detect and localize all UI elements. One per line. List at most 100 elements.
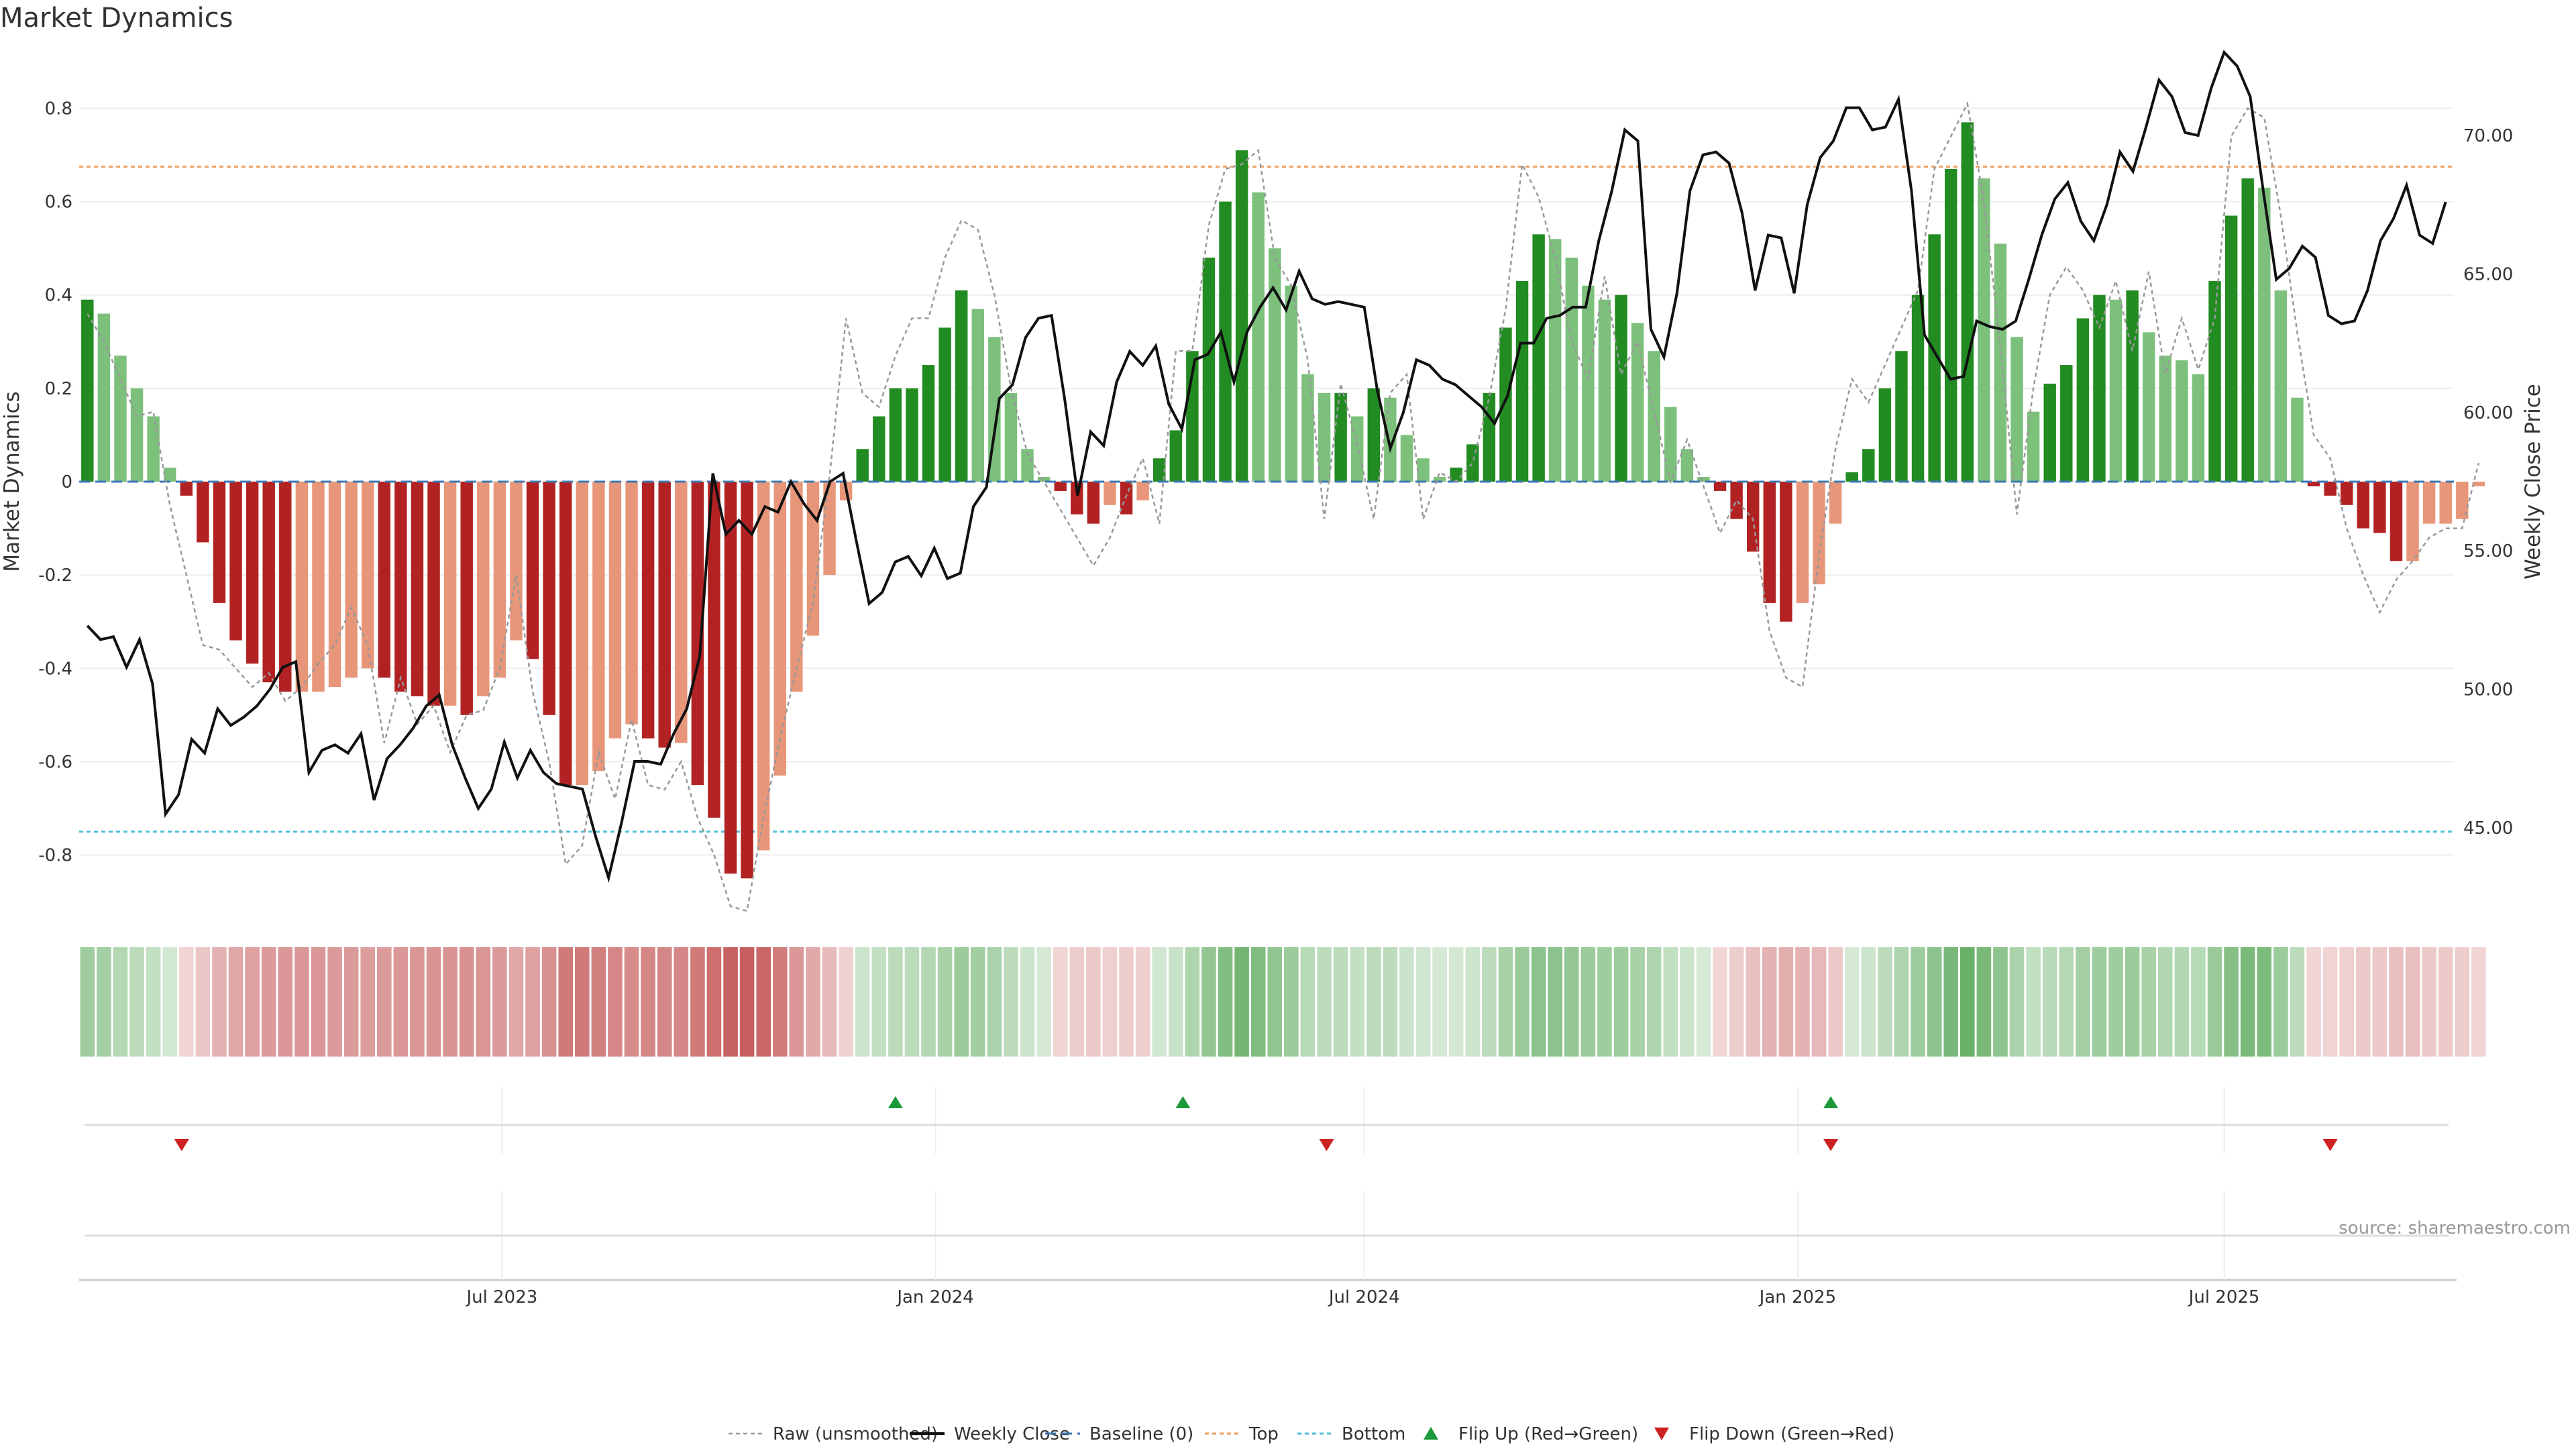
heat-cell [690, 947, 705, 1057]
momentum-bar [1515, 280, 1529, 482]
momentum-bar [741, 482, 753, 879]
momentum-bar [1169, 430, 1183, 482]
heat-cell [1597, 947, 1612, 1057]
heat-cell [2471, 947, 2486, 1057]
raw-line [87, 101, 2480, 912]
momentum-bar [1813, 482, 1825, 585]
heat-cell [1646, 947, 1662, 1057]
momentum-bar [345, 482, 358, 678]
heat-cell [1680, 947, 1695, 1057]
heat-cell [2356, 947, 2371, 1057]
y-tick-left: -0.2 [38, 566, 72, 586]
heat-cell [1580, 947, 1596, 1057]
momentum-bar [163, 468, 176, 482]
momentum-bar [328, 482, 341, 688]
heat-cell [1630, 947, 1645, 1057]
heat-cell [1878, 947, 1892, 1057]
momentum-bar [2060, 365, 2073, 482]
legend-item: Baseline (0) [1045, 1424, 1193, 1444]
momentum-bar [1713, 482, 1727, 491]
flip-up-marker [1175, 1096, 1191, 1108]
legend-item: Flip Up (Red→Green) [1424, 1424, 1638, 1444]
momentum-bar [757, 482, 770, 851]
y-tick-right: 60.00 [2463, 403, 2513, 423]
momentum-bar [2027, 411, 2040, 482]
momentum-bar [1202, 258, 1216, 482]
momentum-bar [361, 482, 374, 669]
heat-cell [2389, 947, 2404, 1057]
momentum-bar [443, 482, 457, 706]
momentum-bar [1334, 392, 1347, 482]
flip-up-marker [1823, 1096, 1839, 1108]
momentum-bar [906, 388, 918, 482]
heat-cell [674, 947, 689, 1057]
y-tick-left: -0.6 [38, 752, 72, 772]
heat-cell [2125, 947, 2140, 1057]
heat-cell [1465, 947, 1481, 1057]
momentum-bar [1994, 244, 2007, 482]
momentum-bar [1433, 477, 1446, 482]
heat-cell [1432, 947, 1447, 1057]
momentum-bar [1796, 482, 1809, 603]
heat-cell [2076, 947, 2090, 1057]
momentum-bar [114, 356, 127, 482]
heat-cell [2141, 947, 2156, 1057]
heat-cell [2224, 947, 2239, 1057]
momentum-bar [790, 482, 803, 692]
heat-cell [327, 947, 342, 1057]
momentum-bar [1746, 482, 1760, 552]
heat-cell [2092, 947, 2107, 1057]
heat-cell [1564, 947, 1579, 1057]
heat-cell [1399, 947, 1414, 1057]
momentum-bar [2043, 383, 2056, 482]
heat-cell [1498, 947, 1513, 1057]
heat-cell [773, 947, 788, 1057]
heat-cell [2438, 947, 2453, 1057]
heat-cell [1613, 947, 1629, 1057]
heat-cell [723, 947, 738, 1057]
x-tick: Jul 2023 [465, 1287, 537, 1307]
momentum-bar [411, 482, 424, 696]
heat-cell [179, 947, 194, 1057]
legend-label: Bottom [1342, 1424, 1405, 1444]
heat-cell [1482, 947, 1497, 1057]
momentum-bar [608, 482, 622, 739]
momentum-bar [1152, 458, 1166, 482]
heat-cell [212, 947, 227, 1057]
heat-cell [113, 947, 128, 1057]
heat-cell [987, 947, 1002, 1057]
momentum-bar [806, 482, 820, 636]
momentum-bar [1252, 192, 1265, 482]
heat-cell [1811, 947, 1827, 1057]
momentum-bar [1087, 482, 1100, 524]
momentum-bar [2208, 280, 2221, 482]
heat-cell [476, 947, 491, 1057]
momentum-bar [1104, 482, 1116, 505]
axes: -0.8 -0.6 -0.4 -0.2 0 0.2 0.4 0.6 0.8 45.00 50.00 5… [0, 99, 2545, 1307]
momentum-bars [79, 122, 2485, 879]
heat-cell [129, 947, 144, 1057]
momentum-bar [2241, 178, 2254, 482]
y-tick-right: 65.00 [2463, 264, 2513, 284]
heat-cell [1218, 947, 1233, 1057]
heat-cell [855, 947, 870, 1057]
chart-legend: Raw (unsmoothed) Weekly Close Baseline (0)… [729, 1424, 1894, 1444]
heat-cell [1284, 947, 1299, 1057]
momentum-bar [938, 327, 951, 482]
heat-cell [294, 947, 309, 1057]
legend-item: Top [1205, 1424, 1279, 1444]
heat-cell [1415, 947, 1431, 1057]
momentum-bar [1862, 449, 1875, 482]
momentum-bar [2357, 482, 2370, 529]
momentum-bar [1318, 392, 1331, 482]
momentum-bar [394, 482, 407, 692]
momentum-bar [1235, 150, 1248, 482]
heat-cell [1515, 947, 1529, 1057]
momentum-bar [1450, 468, 1462, 482]
momentum-bar [708, 482, 720, 818]
heat-cell [1976, 947, 1992, 1057]
momentum-bar [1499, 327, 1512, 482]
legend-item: Raw (unsmoothed) [729, 1424, 938, 1444]
momentum-bar [1680, 449, 1694, 482]
x-tick: Jul 2024 [1328, 1287, 1400, 1307]
